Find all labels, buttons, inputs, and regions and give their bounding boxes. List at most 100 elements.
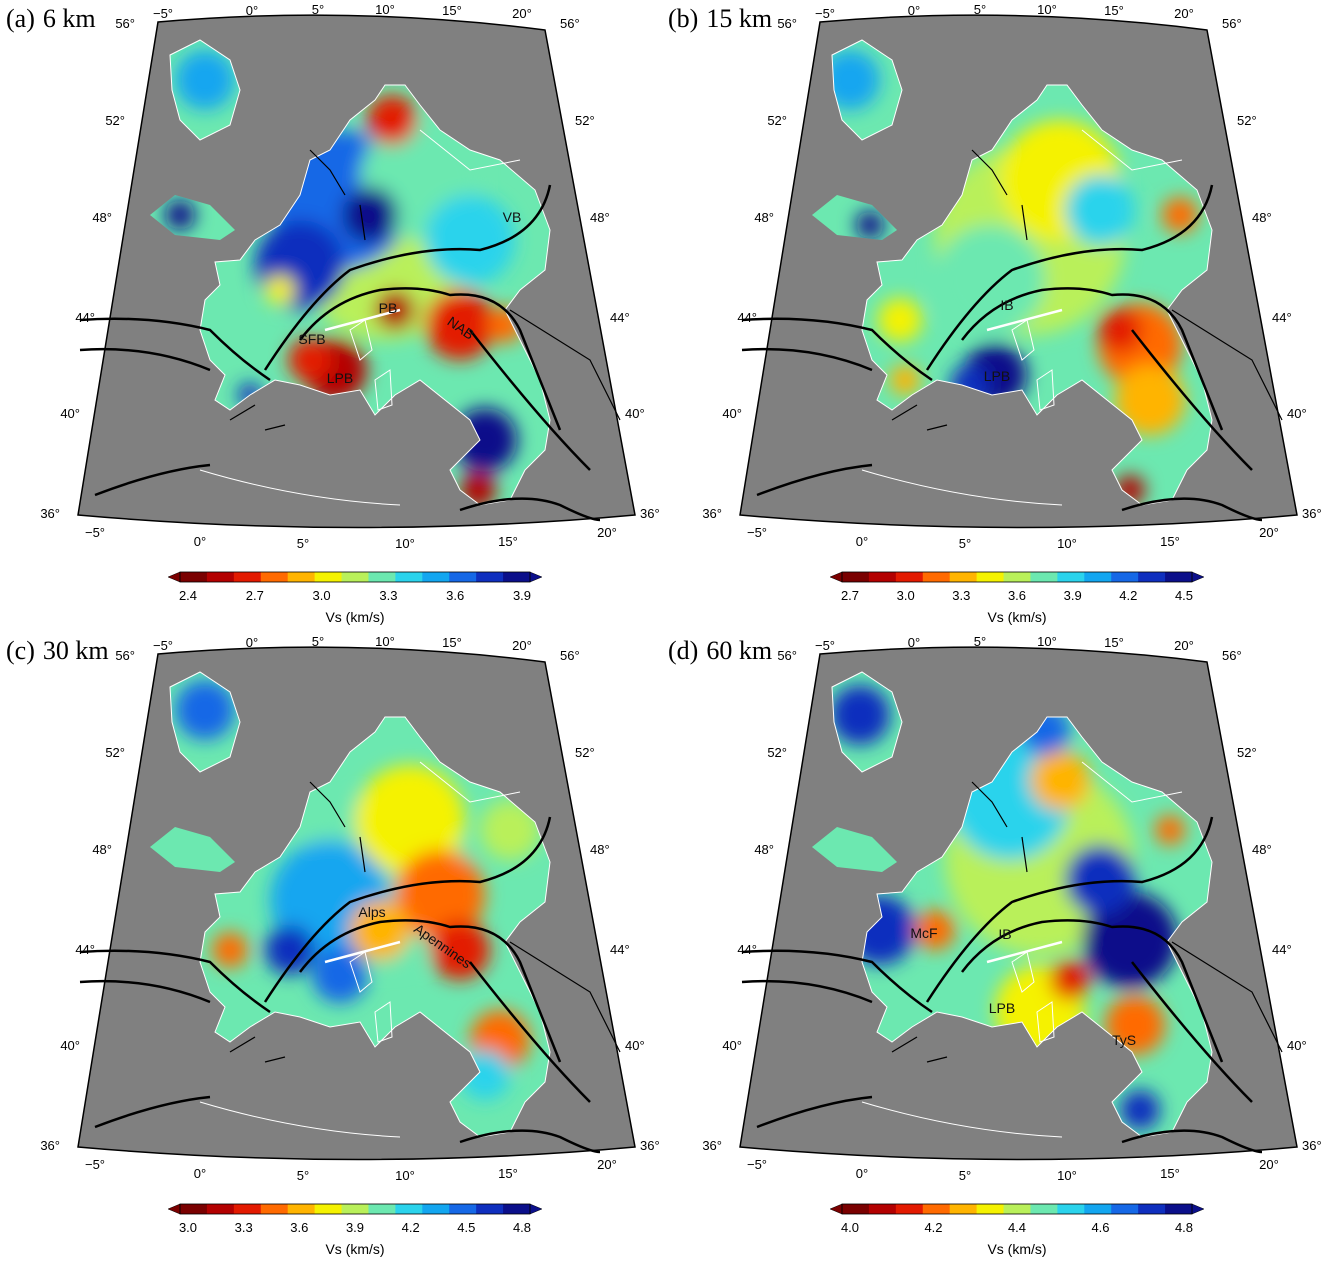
lat-label-left: 52° [767, 113, 787, 128]
colorbar-swatch [1111, 572, 1139, 582]
colorbar: 3.0 3.3 3.6 3.9 4.2 4.5 4.8 Vs (km/s) [167, 1203, 543, 1257]
lon-label-bottom: 5° [297, 536, 309, 551]
minor-faults [891, 781, 1283, 1063]
lat-label-right: 36° [1302, 506, 1322, 521]
lat-label-right: 48° [1252, 210, 1272, 225]
lon-label-top: 15° [1104, 635, 1124, 650]
colorbar-min-arrow [829, 1203, 843, 1215]
colorbar-tick-label: 2.4 [179, 588, 197, 603]
panel-a: (a) 6 km [0, 0, 662, 632]
anomaly-blob [350, 900, 410, 960]
colorbar-swatch [287, 572, 316, 582]
colorbar-min-arrow [829, 571, 843, 583]
colorbar-tick-label: 3.0 [313, 588, 331, 603]
anomaly-blob [1155, 815, 1185, 845]
profile-line [986, 308, 1063, 332]
plate-boundaries [79, 184, 601, 522]
colorbar-swatch [1030, 572, 1058, 582]
anomaly-blob [935, 225, 1045, 335]
colorbar-swatch [976, 1204, 1005, 1214]
colorbar-tick-label: 4.8 [1175, 1220, 1193, 1235]
colorbar-tick-label: 3.9 [513, 588, 531, 603]
colorbar-tick-label: 4.2 [924, 1220, 942, 1235]
colorbar-tick-label: 4.2 [1119, 588, 1137, 603]
anomaly-blob [265, 275, 295, 305]
lat-label-right: 48° [1252, 842, 1272, 857]
feature-label: McF [910, 925, 937, 941]
anomaly-blob [342, 187, 398, 243]
colorbar-swatch [368, 572, 396, 582]
anomaly-blob [856, 211, 884, 239]
feature-label: PB [379, 300, 398, 316]
feature-label: SFB [298, 331, 325, 347]
lat-label-right: 52° [1237, 745, 1257, 760]
colorbar-tick-label: 3.3 [379, 588, 397, 603]
lon-label-bottom: 15° [1160, 1166, 1180, 1181]
lon-label-bottom: 20° [597, 1157, 617, 1172]
colorbar-swatch [180, 572, 208, 582]
colorbar-max-arrow [1191, 1203, 1205, 1215]
lon-label-top: −5° [153, 638, 173, 653]
anomaly-blob [1030, 750, 1090, 810]
colorbar-swatch [1057, 1204, 1085, 1214]
lon-label-top: 0° [246, 635, 258, 650]
colorbar-swatch [314, 1204, 343, 1214]
colorbar-swatch [449, 572, 477, 582]
colorbar-tick-label: 4.5 [457, 1220, 475, 1235]
lon-label-bottom: 0° [194, 534, 206, 549]
anomaly-blob [1098, 308, 1142, 352]
lat-label-right: 56° [560, 16, 580, 31]
feature-label: VB [503, 209, 522, 225]
colorbar-tick-label: 4.2 [402, 1220, 420, 1235]
anomaly-blob [265, 925, 315, 975]
colorbar-swatch [949, 1204, 978, 1214]
lat-label-left: 48° [754, 842, 774, 857]
anomaly-blob [1082, 892, 1178, 988]
lon-label-top: 5° [312, 2, 324, 17]
colorbar-tick-label: 3.6 [1008, 588, 1026, 603]
lat-label-left: 44° [75, 942, 95, 957]
minor-faults [891, 149, 1283, 431]
lon-label-top: 20° [512, 6, 532, 21]
lon-label-bottom: −5° [747, 525, 767, 540]
colorbar-min-arrow [167, 571, 181, 583]
colorbar-swatch [842, 1204, 870, 1214]
colorbar-tick-label: 3.6 [446, 588, 464, 603]
lat-label-left: 40° [722, 406, 742, 421]
colorbar-swatch [206, 1204, 235, 1214]
lon-label-top: −5° [815, 6, 835, 21]
lat-label-right: 48° [590, 842, 610, 857]
lat-label-left: 56° [115, 16, 135, 31]
colorbar-swatch [395, 572, 423, 582]
colorbar-tick-label: 4.6 [1091, 1220, 1109, 1235]
colorbar-tick-label: 3.9 [1064, 588, 1082, 603]
colorbar-swatch [341, 572, 369, 582]
lat-label-left: 48° [92, 842, 112, 857]
panel-d: (d) 60 km [662, 632, 1324, 1264]
profile-line [324, 308, 401, 332]
lon-label-top: 10° [1037, 2, 1057, 17]
colorbar: 2.4 2.7 3.0 3.3 3.6 3.9 Vs (km/s) [167, 571, 543, 625]
plate-boundaries [741, 184, 1263, 522]
profile-line [324, 940, 401, 964]
anomaly-blob [425, 290, 495, 360]
colorbar-title: Vs (km/s) [325, 1241, 384, 1257]
anomaly-blob [1105, 995, 1165, 1055]
lon-label-bottom: 15° [498, 1166, 518, 1181]
lon-label-top: 0° [246, 3, 258, 18]
panel-b-label: (b) 15 km [668, 4, 773, 33]
colorbar-frame [179, 1203, 531, 1215]
lon-label-bottom: −5° [85, 525, 105, 540]
colorbar-swatch [233, 1204, 262, 1214]
anomaly-blob [830, 685, 890, 745]
anomaly-blob [1120, 1090, 1160, 1130]
colorbar-swatch [1003, 572, 1031, 582]
lat-label-right: 40° [1287, 1038, 1307, 1053]
anomaly-blob [1050, 960, 1090, 1000]
lat-label-left: 52° [105, 113, 125, 128]
lon-label-top: 15° [1104, 3, 1124, 18]
anomaly-blob [288, 338, 332, 382]
lon-label-top: 0° [908, 3, 920, 18]
colorbar-swatch [314, 572, 343, 582]
map-panel-3: −5° −5° 0° 0° 5° 5° 10° 10° 15° 15° 20° 20° 36° 36° 40… [702, 634, 1321, 1257]
